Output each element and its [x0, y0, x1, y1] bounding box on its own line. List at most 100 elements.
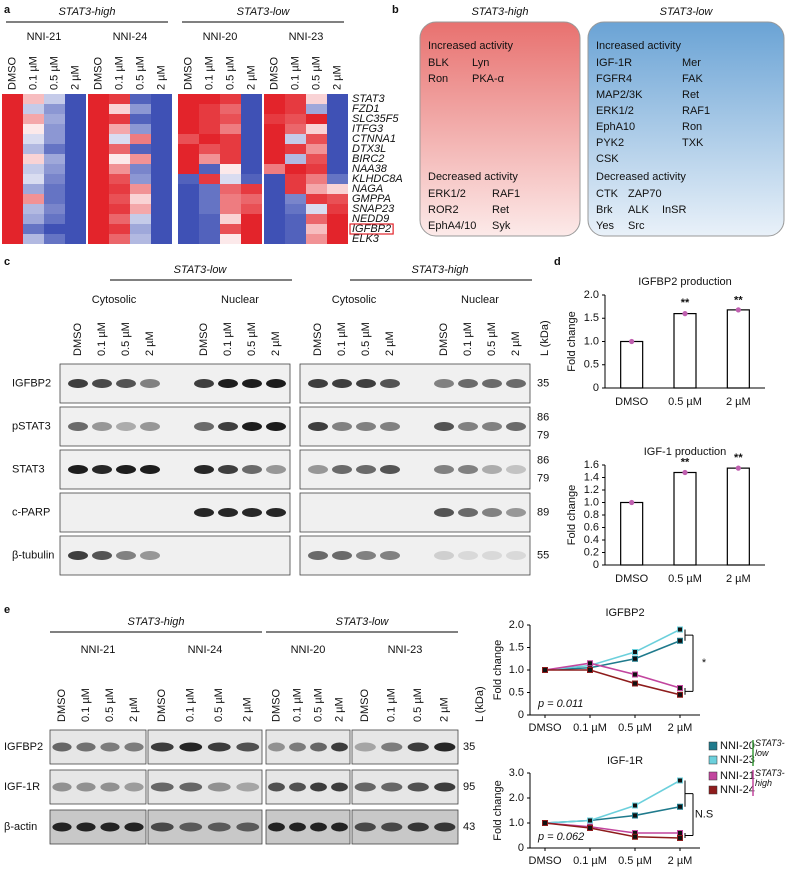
heatmap-cell: [264, 134, 285, 144]
heatmap-cell: [44, 184, 65, 194]
gene-label: KLHDC8A: [352, 173, 403, 185]
kinase-label: Mer: [682, 57, 701, 69]
lane-label: 2 µM: [128, 697, 140, 722]
kinase-label: Ron: [682, 121, 702, 133]
heatmap-cell: [306, 234, 327, 244]
heatmap-cell: [199, 144, 220, 154]
blot-band: [76, 822, 96, 832]
blot-band: [380, 465, 400, 474]
x-tick-label: 0.1 µM: [573, 722, 607, 734]
blot-band: [100, 742, 120, 752]
blot-band: [266, 465, 286, 474]
series-line: [544, 628, 681, 671]
heatmap-cell: [109, 134, 130, 144]
heatmap-cell: [220, 224, 241, 234]
heatmap-cell: [109, 184, 130, 194]
heatmap-cell: [151, 104, 172, 114]
lane-label: DMSO: [438, 323, 450, 356]
fraction-label: Cytosolic: [332, 294, 377, 306]
heatmap-cell: [23, 214, 44, 224]
heatmap-cell: [178, 114, 199, 124]
heatmap-cell: [241, 194, 262, 204]
heatmap-cell: [65, 194, 86, 204]
column-label: DMSO: [268, 57, 280, 90]
heatmap-cell: [241, 174, 262, 184]
legend-group-label: STAT3-high: [755, 769, 785, 788]
heatmap-cell: [88, 114, 109, 124]
blot-band: [242, 508, 262, 517]
heatmap-cell: [88, 94, 109, 104]
heatmap-cell: [44, 124, 65, 134]
heatmap-cell: [109, 124, 130, 134]
lane-label: DMSO: [56, 689, 68, 722]
heatmap-cell: [88, 194, 109, 204]
heatmap-cell: [327, 184, 348, 194]
column-label: 0.1 µM: [289, 56, 301, 90]
group-label: STAT3-low: [237, 6, 291, 18]
gene-label: NEDD9: [352, 213, 389, 225]
gene-label: BIRC2: [352, 153, 384, 165]
lane-label: 0.5 µM: [104, 688, 116, 722]
blot-band: [310, 822, 327, 832]
y-tick-label: 0.4: [584, 534, 599, 546]
heatmap-cell: [65, 104, 86, 114]
heatmap-cell: [306, 94, 327, 104]
heatmap-cell: [88, 124, 109, 134]
column-label: DMSO: [92, 57, 104, 90]
chart-title: IGF-1 production: [644, 446, 727, 458]
lane-label: 0.5 µM: [486, 322, 498, 356]
heatmap-cell: [241, 104, 262, 114]
section-title: Increased activity: [428, 40, 513, 52]
heatmap-cell: [178, 184, 199, 194]
bar: [726, 467, 750, 566]
heatmap-cell: [130, 124, 151, 134]
series-line: [544, 640, 681, 671]
kinase-label: BLK: [428, 57, 449, 69]
heatmap-cell: [23, 194, 44, 204]
blot-band: [332, 551, 352, 560]
lane-label: DMSO: [198, 323, 210, 356]
blot-band: [124, 742, 144, 752]
section-title: Decreased activity: [428, 171, 518, 183]
blot-band: [434, 742, 456, 752]
kinase-label: Yes: [596, 220, 614, 232]
heatmap-cell: [327, 194, 348, 204]
heatmap-cell: [199, 204, 220, 214]
mean-marker: [629, 338, 635, 345]
bar: [620, 501, 644, 566]
column-label: DMSO: [182, 57, 194, 90]
point-marker: [677, 637, 683, 644]
heatmap-cell: [130, 174, 151, 184]
point-marker: [632, 671, 638, 678]
heatmap-cell: [285, 144, 306, 154]
blot-band: [310, 742, 327, 752]
heatmap-cell: [264, 204, 285, 214]
lane-label: 2 µM: [333, 697, 345, 722]
blot-band: [140, 422, 160, 431]
blot-band: [236, 822, 260, 832]
heatmap-cell: [23, 184, 44, 194]
y-axis-label: Fold change: [566, 485, 578, 546]
heatmap-cell: [327, 214, 348, 224]
gene-label: IGFBP2: [352, 223, 391, 235]
heatmap-cell: [178, 124, 199, 134]
heatmap-cell: [264, 174, 285, 184]
blot-band: [92, 465, 112, 474]
heatmap-cell: [199, 104, 220, 114]
blot-band: [218, 379, 238, 388]
heatmap-cell: [88, 104, 109, 114]
protein-label: IGF-1R: [4, 781, 40, 793]
lane-label: 2 µM: [144, 331, 156, 356]
blot-band: [207, 822, 231, 832]
lane-label: 2 µM: [242, 697, 254, 722]
point-marker: [677, 691, 683, 698]
heatmap-cell: [285, 154, 306, 164]
blot-band: [331, 782, 348, 792]
blot-band: [289, 742, 306, 752]
heatmap-cell: [151, 134, 172, 144]
kda-label: 95: [463, 781, 475, 793]
y-tick-label: 1.0: [509, 664, 524, 676]
heatmap-cell: [306, 134, 327, 144]
group-label: STAT3-high: [411, 264, 468, 276]
blot-band: [434, 782, 456, 792]
